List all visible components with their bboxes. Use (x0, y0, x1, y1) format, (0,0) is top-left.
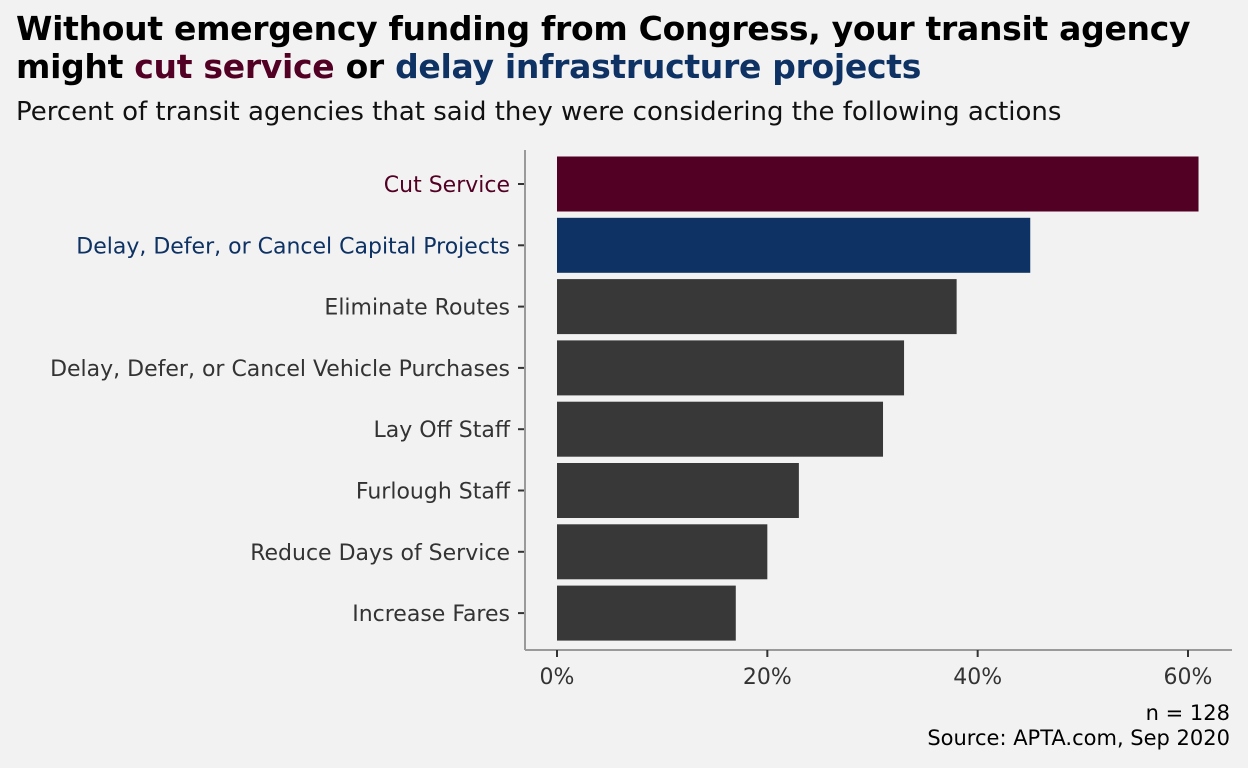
x-tick-label-0: 0% (540, 665, 575, 690)
title-text-or: or (334, 47, 396, 86)
chart-title-line1: Without emergency funding from Congress,… (16, 9, 1191, 48)
x-tick-label-40: 40% (953, 665, 1002, 690)
bar-reduce-days-of-service (557, 524, 768, 580)
bar-lay-off-staff (557, 401, 884, 457)
chart-title: Without emergency funding from Congress,… (16, 10, 1236, 86)
bars-group (557, 156, 1199, 641)
category-labels-group: Cut Service Delay, Defer, or Cancel Capit… (50, 173, 511, 627)
bar-increase-fares (557, 585, 736, 641)
category-label-increase-fares: Increase Fares (352, 602, 510, 627)
x-tick-label-60: 60% (1164, 665, 1213, 690)
category-label-delay-defer-or-cancel-vehicle-purchases: Delay, Defer, or Cancel Vehicle Purchase… (50, 357, 510, 382)
bar-delay-defer-or-cancel-vehicle-purchases (557, 340, 905, 396)
axes-group: 0% 20% 40% 60% (518, 150, 1232, 690)
bar-delay-defer-or-cancel-capital-projects (557, 217, 1031, 273)
category-label-cut-service: Cut Service (384, 173, 510, 198)
bar-furlough-staff (557, 463, 799, 518)
category-label-reduce-days-of-service: Reduce Days of Service (250, 541, 510, 566)
chart-caption: n = 128 Source: APTA.com, Sep 2020 (927, 701, 1230, 751)
chart-title-line2: might cut service or delay infrastructur… (16, 48, 1236, 86)
category-label-eliminate-routes: Eliminate Routes (324, 296, 510, 321)
chart-subtitle: Percent of transit agencies that said th… (16, 97, 1062, 127)
category-label-furlough-staff: Furlough Staff (356, 480, 511, 505)
title-text-might: might (16, 47, 135, 86)
bar-eliminate-routes (557, 279, 957, 335)
source-note: Source: APTA.com, Sep 2020 (927, 726, 1230, 750)
title-highlight-delay-projects: delay infrastructure projects (395, 47, 922, 86)
sample-size-note: n = 128 (1145, 701, 1230, 725)
title-highlight-cut-service: cut service (134, 47, 335, 86)
bar-cut-service (557, 156, 1199, 212)
category-label-lay-off-staff: Lay Off Staff (374, 418, 511, 443)
category-label-delay-defer-or-cancel-capital-projects: Delay, Defer, or Cancel Capital Projects (76, 234, 510, 259)
x-tick-label-20: 20% (743, 665, 792, 690)
